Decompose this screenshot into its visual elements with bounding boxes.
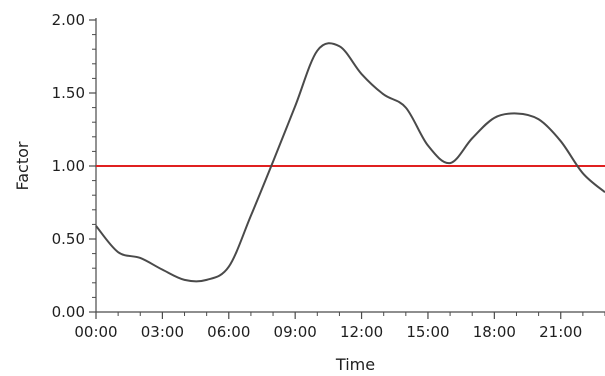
axis-ticks [89, 20, 605, 319]
y-tick-label: 2.00 [52, 11, 85, 29]
x-tick-label: 03:00 [141, 323, 184, 341]
y-tick-label: 1.50 [52, 84, 85, 102]
x-tick-label: 00:00 [74, 323, 117, 341]
tick-labels: 0.00 0.50 1.00 1.50 2.00 00:00 03:00 06:00 09:00… [52, 11, 583, 341]
x-tick-label: 09:00 [274, 323, 317, 341]
y-axis-title: Factor [13, 141, 32, 190]
y-tick-label: 0.00 [52, 303, 85, 321]
x-tick-label: 12:00 [340, 323, 383, 341]
x-tick-label: 15:00 [406, 323, 449, 341]
x-axis-title: Time [335, 355, 375, 374]
y-tick-label: 1.00 [52, 157, 85, 175]
y-tick-label: 0.50 [52, 230, 85, 248]
x-tick-label: 21:00 [539, 323, 582, 341]
series-line [96, 43, 605, 281]
x-tick-label: 18:00 [473, 323, 516, 341]
x-tick-label: 06:00 [207, 323, 250, 341]
